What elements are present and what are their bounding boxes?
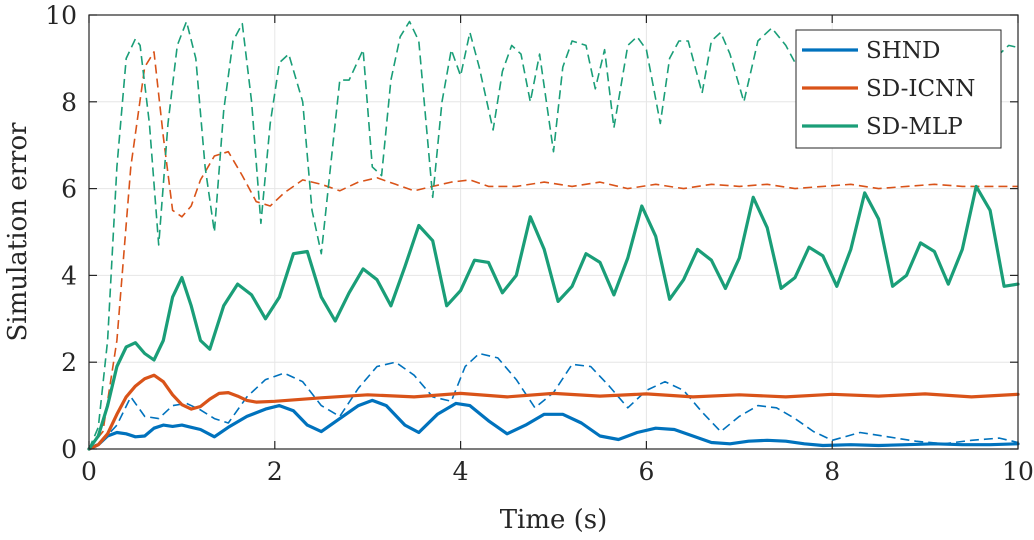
axes: [88, 14, 1019, 450]
series-line-shnd-dashed: [88, 352, 1019, 450]
y-tick-label: 6: [61, 175, 77, 204]
tick-labels: 0 2 4 6 8 10 0 2 4 6 8 10: [45, 1, 1034, 486]
series-line-sd-mlp-solid: [87, 184, 1020, 451]
x-tick-label: 10: [1002, 457, 1034, 486]
x-tick-label: 8: [824, 457, 840, 486]
x-tick-label: 0: [81, 457, 97, 486]
y-axis-label: Simulation error: [3, 122, 33, 342]
series-line-shnd-solid: [87, 398, 1020, 451]
y-tick-label: 8: [61, 88, 77, 117]
y-tick-label: 2: [61, 348, 77, 377]
plot-frame: [88, 14, 1019, 450]
legend-label-sd-icnn: SD-ICNN: [866, 76, 975, 102]
series-line-sd-icnn-solid: [87, 373, 1020, 451]
x-tick-label: 4: [453, 457, 469, 486]
series-lines: [87, 20, 1020, 451]
x-tick-label: 6: [638, 457, 654, 486]
y-tick-label: 10: [45, 1, 77, 30]
series-line-sd-icnn-dashed: [88, 51, 1018, 450]
legend-label-sd-mlp: SD-MLP: [866, 114, 963, 140]
legend-label-shnd: SHND: [866, 38, 940, 64]
y-tick-label: 0: [61, 435, 77, 464]
legend: SHND SD-ICNN SD-MLP: [795, 29, 1002, 149]
x-axis-label: Time (s): [500, 505, 608, 535]
y-tick-label: 4: [61, 261, 77, 290]
x-tick-label: 2: [267, 457, 283, 486]
